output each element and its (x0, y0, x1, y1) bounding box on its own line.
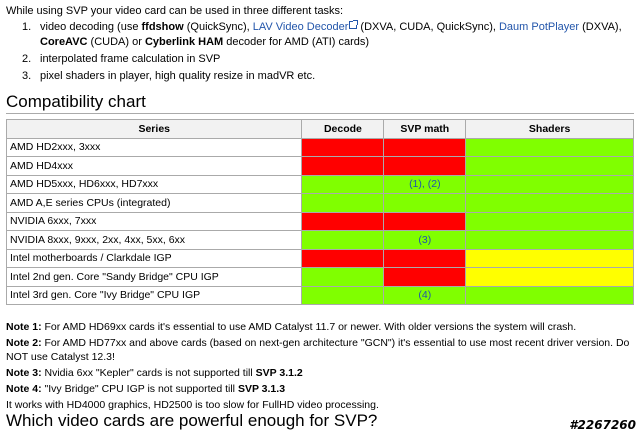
task-text: pixel shaders in player, high quality re… (40, 70, 316, 82)
shaders-cell (465, 230, 634, 250)
note-version: SVP 3.1.2 (255, 367, 303, 379)
table-row: Intel motherboards / Clarkdale IGP (5, 248, 634, 268)
svp-math-cell: (4) (383, 285, 467, 305)
note-label: Note 4: (6, 383, 42, 395)
decode-cell (301, 193, 385, 213)
shaders-cell (465, 137, 634, 157)
note-3: Note 3: Nvidia 6xx "Kepler" cards is not… (6, 366, 634, 380)
intro-text: While using SVP your video card can be u… (6, 5, 344, 17)
series-cell: Intel motherboards / Clarkdale IGP (5, 248, 303, 268)
task-text: interpolated frame calculation in SVP (40, 53, 221, 65)
task-text: decoder for AMD (ATI) cards) (223, 36, 370, 48)
task-number: 1. (22, 21, 32, 33)
series-cell: NVIDIA 6xxx, 7xxx (5, 211, 303, 231)
svp-math-cell: (3) (383, 230, 467, 250)
task-text: (QuickSync), (183, 21, 253, 33)
svp-math-cell (383, 137, 467, 157)
note-text: Nvidia 6xx "Kepler" cards is not support… (41, 367, 256, 379)
task-text: (DXVA), (579, 21, 622, 33)
watermark: #2267260 (569, 418, 636, 432)
header-svp-math: SVP math (383, 119, 467, 139)
table-row: AMD HD2xxx, 3xxx (5, 137, 634, 157)
svp-math-cell (383, 211, 467, 231)
table-row: NVIDIA 6xxx, 7xxx (5, 211, 634, 231)
note-4: Note 4: "Ivy Bridge" CPU IGP is not supp… (6, 382, 634, 396)
note-label: Note 3: (6, 367, 42, 379)
note-ref-link[interactable]: (3) (418, 233, 432, 246)
task-item-2: 2. interpolated frame calculation in SVP (22, 52, 630, 67)
task-number: 2. (22, 53, 32, 65)
decode-cell (301, 174, 385, 194)
compatibility-chart-heading: Compatibility chart (6, 92, 634, 114)
decode-cell (301, 211, 385, 231)
note-text: "Ivy Bridge" CPU IGP is not supported ti… (41, 383, 238, 395)
coreavc-label: CoreAVC (40, 36, 88, 48)
powerful-cards-heading: Which video cards are powerful enough fo… (6, 411, 378, 430)
svp-math-cell (383, 248, 467, 268)
note-ref-link[interactable]: (1), (2) (409, 178, 441, 191)
table-row: AMD HD4xxx (5, 156, 634, 176)
task-list: 1. video decoding (use ffdshow (QuickSyn… (22, 20, 630, 86)
task-item-3: 3. pixel shaders in player, high quality… (22, 69, 630, 84)
table-row: AMD HD5xxx, HD6xxx, HD7xxx (1), (2) (5, 174, 634, 194)
decode-cell (301, 267, 385, 287)
task-text: (CUDA) or (87, 36, 145, 48)
daum-potplayer-link[interactable]: Daum PotPlayer (498, 21, 580, 33)
header-decode: Decode (301, 119, 385, 139)
series-cell: Intel 2nd gen. Core "Sandy Bridge" CPU I… (5, 267, 303, 287)
note-version: SVP 3.1.3 (237, 383, 286, 395)
shaders-cell (465, 211, 634, 231)
table-row: Intel 2nd gen. Core "Sandy Bridge" CPU I… (5, 267, 634, 287)
table-row: Intel 3rd gen. Core "Ivy Bridge" CPU IGP… (5, 285, 634, 305)
note-2: Note 2: For AMD HD77xx and above cards (… (6, 336, 634, 364)
decode-cell (301, 137, 385, 157)
task-item-1: 1. video decoding (use ffdshow (QuickSyn… (22, 20, 630, 50)
shaders-cell (465, 285, 634, 305)
task-text: (DXVA, CUDA, QuickSync), (357, 21, 499, 33)
note-label: Note 2: (6, 337, 42, 349)
note-1: Note 1: For AMD HD69xx cards it's essent… (6, 320, 634, 334)
table-row: NVIDIA 8xxx, 9xxx, 2xx, 4xx, 5xx, 6xx (3) (5, 230, 634, 250)
table-header-row: Series Decode SVP math Shaders (5, 119, 634, 139)
note-text: For AMD HD69xx cards it's essential to u… (41, 321, 577, 333)
compatibility-table: Series Decode SVP math Shaders AMD HD2xx… (5, 119, 634, 305)
decode-cell (301, 248, 385, 268)
svp-math-cell: (1), (2) (383, 174, 467, 194)
decode-cell (301, 156, 385, 176)
series-cell: AMD HD5xxx, HD6xxx, HD7xxx (5, 174, 303, 194)
series-cell: AMD HD4xxx (5, 156, 303, 176)
note-label: Note 1: (6, 321, 42, 333)
shaders-cell (465, 248, 634, 268)
svp-math-cell (383, 193, 467, 213)
series-cell: AMD A,E series CPUs (integrated) (5, 193, 303, 213)
shaders-cell (465, 174, 634, 194)
svp-math-cell (383, 267, 467, 287)
external-link-icon (349, 20, 359, 29)
shaders-cell (465, 193, 634, 213)
note-ref-link[interactable]: (4) (418, 289, 432, 302)
shaders-cell (465, 267, 634, 287)
cyberlink-ham-label: Cyberlink HAM (144, 36, 224, 48)
series-cell: Intel 3rd gen. Core "Ivy Bridge" CPU IGP (5, 285, 303, 305)
table-row: AMD A,E series CPUs (integrated) (5, 193, 634, 213)
decode-cell (301, 285, 385, 305)
series-cell: NVIDIA 8xxx, 9xxx, 2xx, 4xx, 5xx, 6xx (5, 230, 303, 250)
decode-cell (301, 230, 385, 250)
notes-section: Note 1: For AMD HD69xx cards it's essent… (6, 320, 634, 414)
task-text: video decoding (use (40, 21, 142, 33)
header-series: Series (5, 119, 303, 139)
lav-video-decoder-link[interactable]: LAV Video Decoder (252, 21, 349, 33)
note-extra: It works with HD4000 graphics, HD2500 is… (6, 399, 379, 411)
ffdshow-label: ffdshow (141, 21, 184, 33)
note-text: For AMD HD77xx and above cards (based on… (6, 337, 630, 363)
series-cell: AMD HD2xxx, 3xxx (5, 137, 303, 157)
header-shaders: Shaders (465, 119, 634, 139)
task-number: 3. (22, 70, 32, 82)
shaders-cell (465, 156, 634, 176)
svp-math-cell (383, 156, 467, 176)
